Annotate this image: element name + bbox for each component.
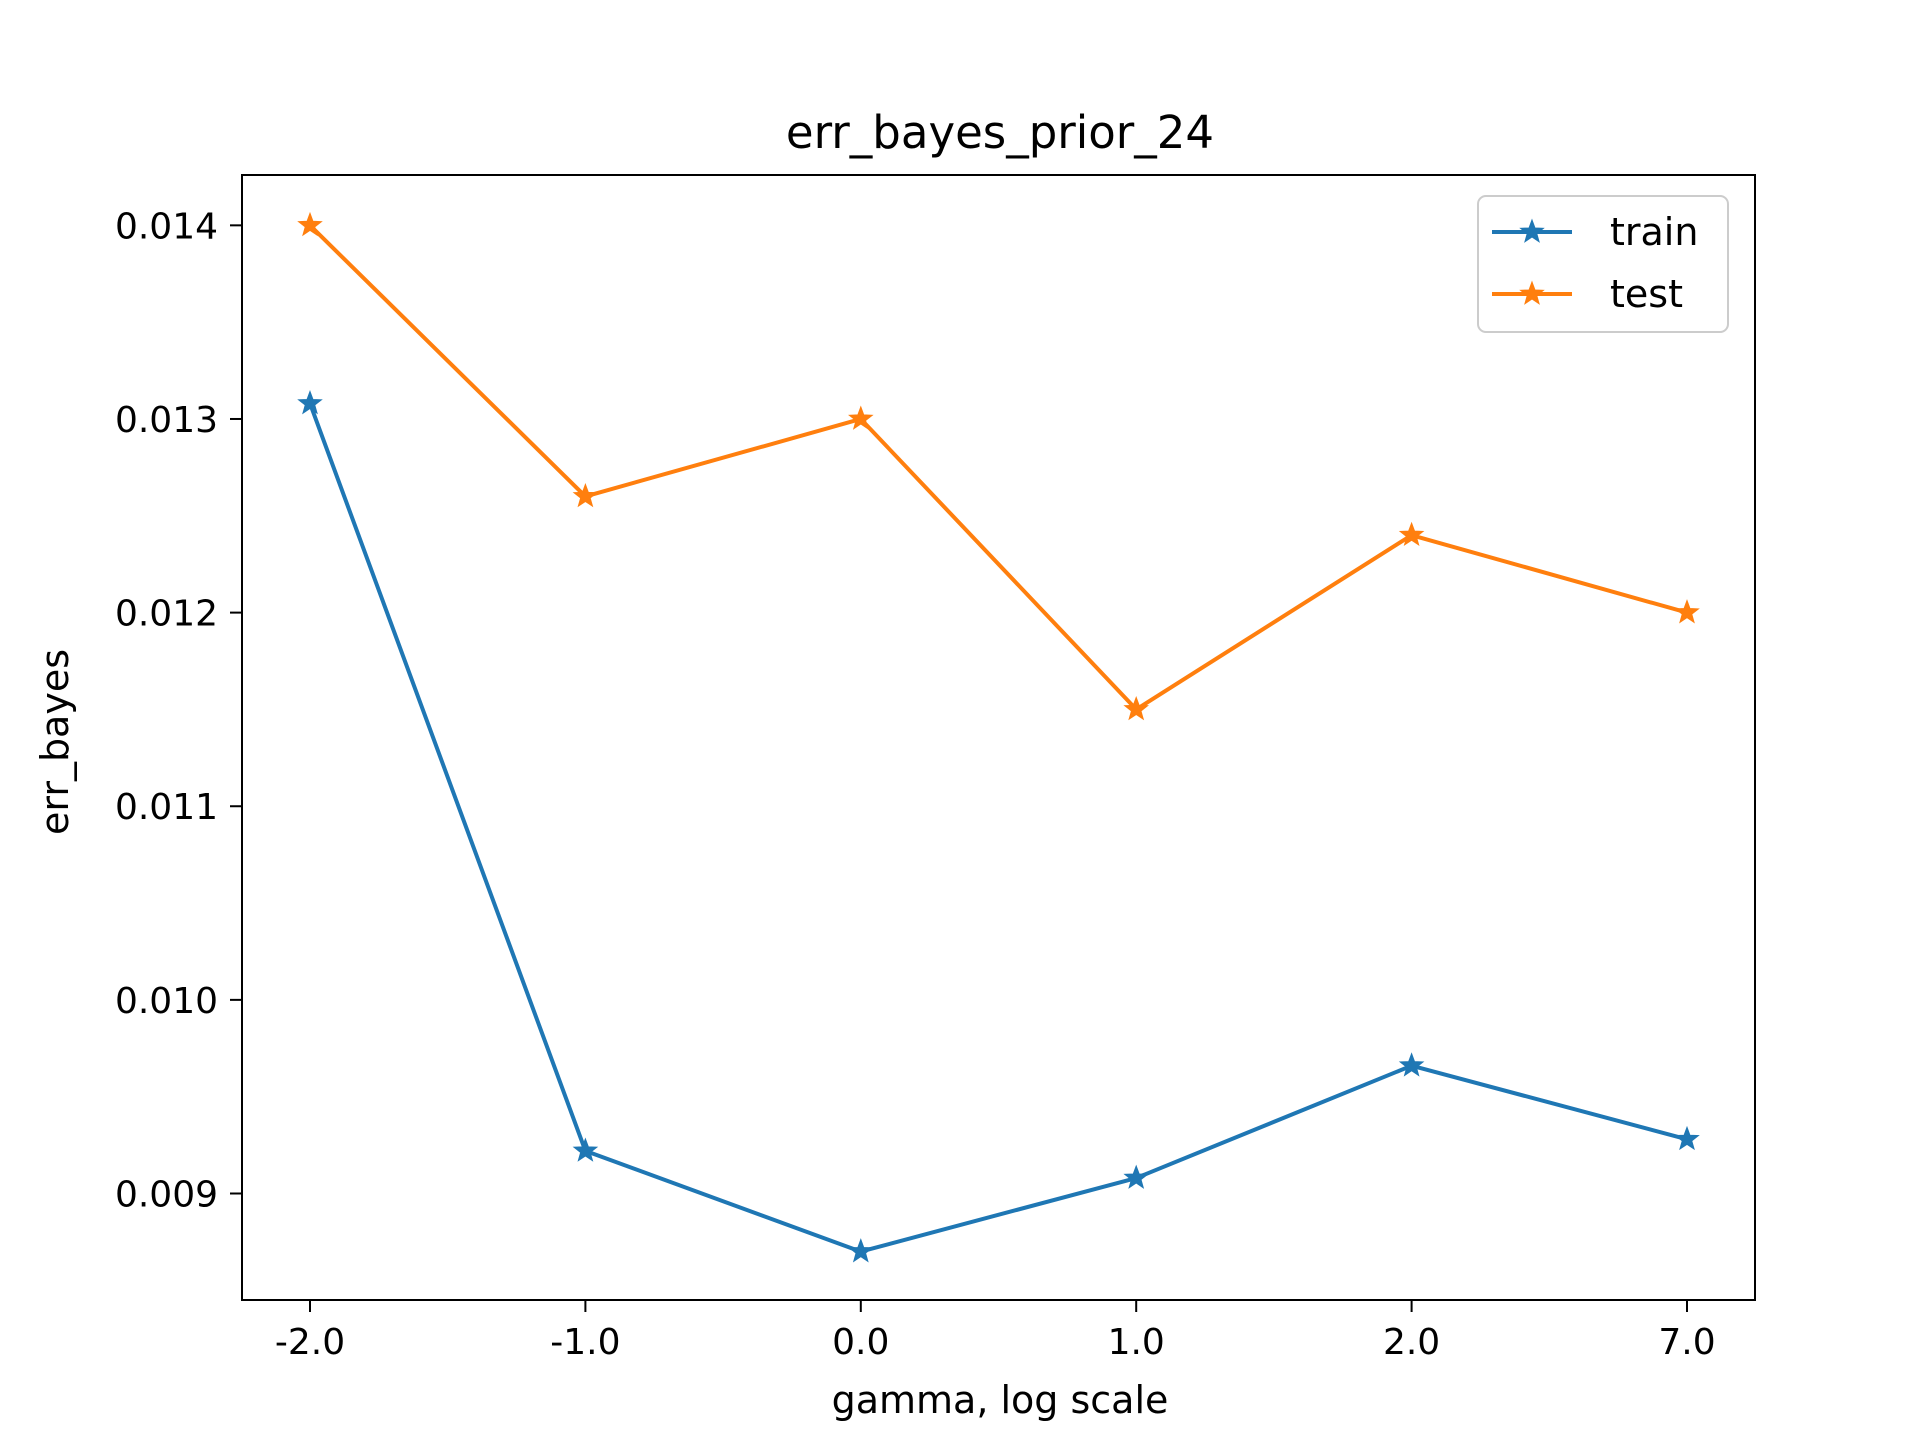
data-point-test (1398, 521, 1425, 547)
legend-marker-test (1519, 280, 1545, 305)
series-train (297, 390, 1700, 1263)
legend-marker-train (1519, 218, 1545, 243)
series-line-test (308, 223, 1688, 712)
legend-label-train: train (1610, 210, 1698, 254)
data-point-test (572, 482, 599, 508)
x-axis-label: gamma, log scale (832, 1378, 1169, 1422)
x-tick-label: 1.0 (1108, 1322, 1165, 1363)
series-line-train (308, 402, 1688, 1254)
x-tick-label: 7.0 (1658, 1322, 1715, 1363)
y-tick-label: 0.009 (115, 1175, 218, 1216)
data-point-test (297, 211, 323, 237)
data-point-train (572, 1137, 599, 1162)
data-point-train (1674, 1125, 1700, 1151)
y-tick-label: 0.011 (115, 787, 218, 828)
data-point-test (1123, 695, 1149, 721)
x-tick-label: -2.0 (275, 1322, 345, 1363)
x-tick-label: 0.0 (832, 1322, 889, 1363)
y-tick-label: 0.012 (115, 594, 218, 635)
x-tick-label: 2.0 (1383, 1322, 1440, 1363)
y-tick-label: 0.010 (115, 981, 218, 1022)
data-point-test (848, 405, 874, 430)
data-point-train (1123, 1164, 1149, 1189)
y-tick-label: 0.013 (115, 400, 218, 441)
plot-area: -2.0 -1.0 0.0 1.0 2.0 7.0 0.009 0.010 0.011 0.012… (115, 174, 1756, 1363)
data-point-train (1398, 1052, 1425, 1077)
data-point-train (297, 390, 323, 415)
legend-label-test: test (1610, 272, 1683, 316)
series-test (297, 211, 1700, 721)
y-tick-label: 0.014 (115, 206, 218, 247)
data-point-train (848, 1238, 874, 1263)
x-tick-label: -1.0 (550, 1322, 620, 1363)
plot-frame (241, 174, 1756, 1301)
data-point-test (1674, 599, 1700, 624)
y-axis-label: err_bayes (33, 649, 77, 835)
chart-title: err_bayes_prior_24 (786, 106, 1214, 159)
legend: train test (1477, 195, 1729, 333)
